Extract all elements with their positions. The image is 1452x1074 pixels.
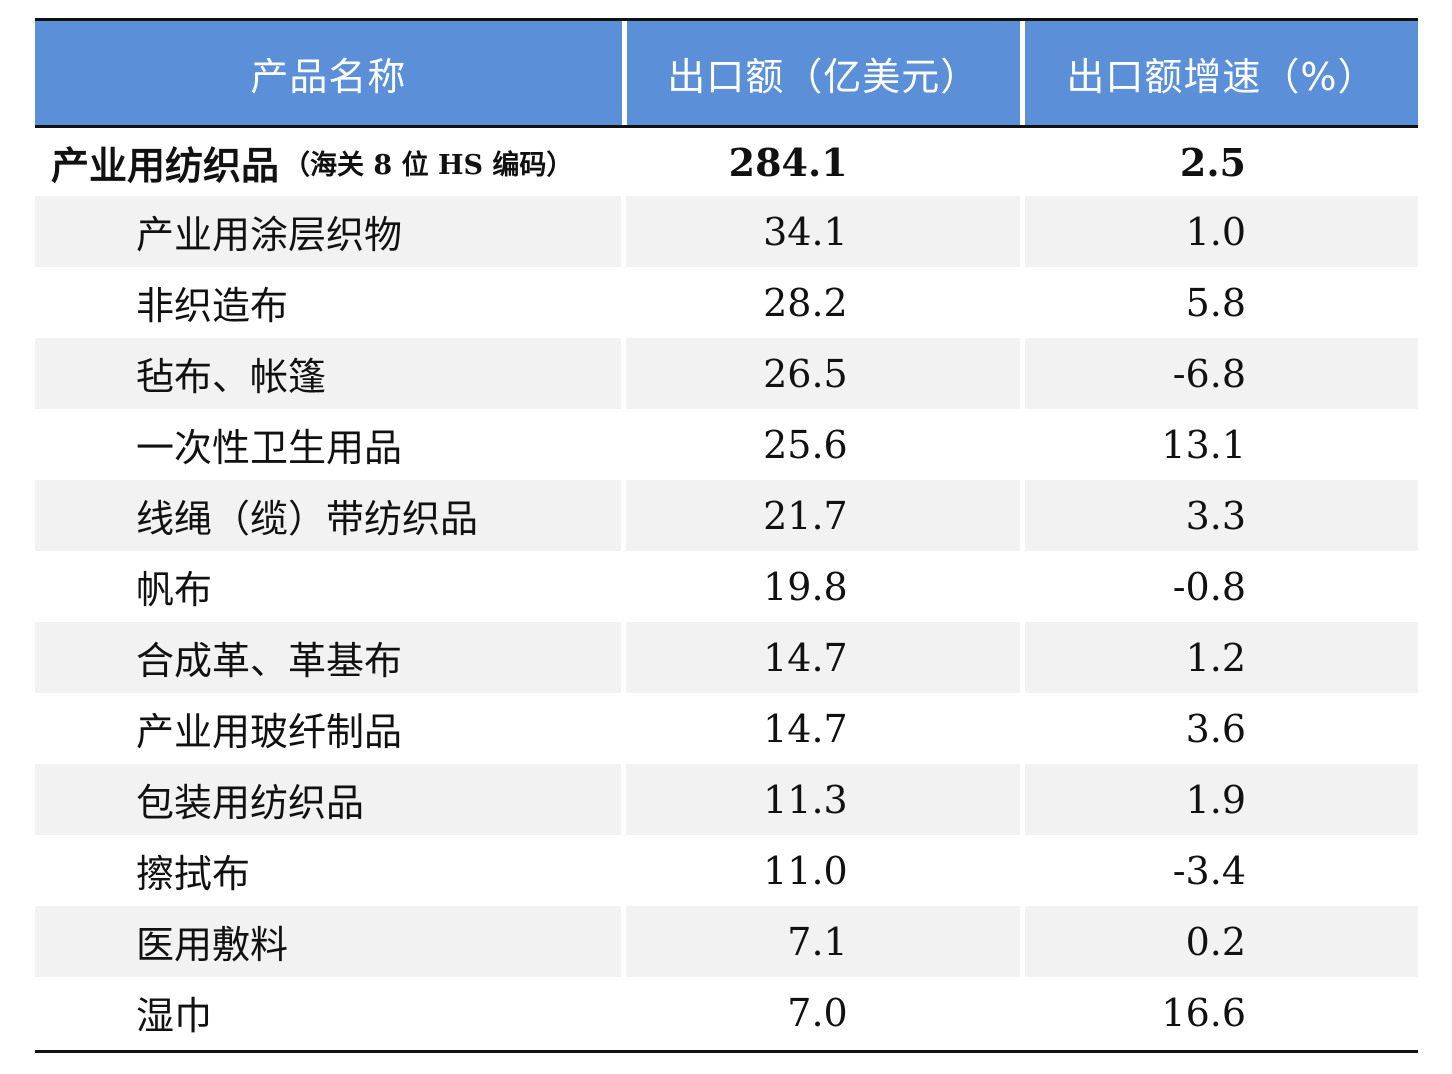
export-growth-cell: 3.3	[1024, 480, 1418, 551]
total-name-cell: 产业用纺织品 （海关 8 位 HS 编码）	[35, 128, 621, 196]
export-growth-cell: -0.8	[1172, 564, 1246, 609]
export-value-cell: 11.0	[763, 848, 848, 893]
product-name-cell: 湿巾	[136, 994, 213, 1038]
table-row: 线绳（缆）带纺织品 21.7 3.3	[35, 480, 1418, 551]
table-row: 湿巾 7.0 16.6	[35, 977, 1418, 1048]
table-row: 一次性卫生用品 25.6 13.1	[35, 409, 1418, 480]
product-name-cell: 医用敷料	[35, 906, 622, 977]
export-value-cell: 19.8	[763, 564, 848, 609]
product-name-cell: 非织造布	[136, 284, 289, 328]
product-name-cell: 擦拭布	[136, 852, 251, 896]
export-value-cell: 21.7	[626, 480, 1020, 551]
export-growth-cell: 16.6	[1161, 990, 1246, 1035]
export-value-cell: 7.0	[787, 990, 848, 1035]
export-growth-cell: 1.9	[1024, 764, 1418, 835]
export-growth-cell: -6.8	[1024, 338, 1418, 409]
table-row: 毡布、帐篷 26.5 -6.8	[35, 338, 1418, 409]
table-row: 擦拭布 11.0 -3.4	[35, 835, 1418, 906]
total-growth: 2.5	[1179, 139, 1246, 185]
table-row: 非织造布 28.2 5.8	[35, 267, 1418, 338]
export-value-cell: 34.1	[626, 196, 1020, 267]
header-product-name: 产品名称	[35, 21, 622, 125]
table-row: 包装用纺织品 11.3 1.9	[35, 764, 1418, 835]
total-value: 284.1	[728, 139, 848, 185]
export-growth-cell: 5.8	[1185, 280, 1246, 325]
table-row: 帆布 19.8 -0.8	[35, 551, 1418, 622]
table-row: 医用敷料 7.1 0.2	[35, 906, 1418, 977]
table-row: 产业用涂层织物 34.1 1.0	[35, 196, 1418, 267]
export-growth-cell: 1.2	[1024, 622, 1418, 693]
export-value-cell: 7.1	[626, 906, 1020, 977]
product-name-cell: 毡布、帐篷	[35, 338, 622, 409]
export-value-cell: 14.7	[763, 706, 848, 751]
export-value-cell: 11.3	[626, 764, 1020, 835]
header-export-growth: 出口额增速（%）	[1024, 21, 1418, 125]
export-growth-cell: 13.1	[1161, 422, 1246, 467]
export-value-cell: 26.5	[626, 338, 1020, 409]
table-row: 产业用玻纤制品 14.7 3.6	[35, 693, 1418, 764]
export-growth-cell: -3.4	[1172, 848, 1246, 893]
export-value-cell: 14.7	[626, 622, 1020, 693]
product-name-cell: 包装用纺织品	[35, 764, 622, 835]
export-table: 产品名称 出口额（亿美元） 出口额增速（%） 产业用纺织品 （海关 8 位 HS…	[35, 18, 1418, 1053]
product-name-cell: 线绳（缆）带纺织品	[35, 480, 622, 551]
total-name: 产业用纺织品	[51, 142, 280, 188]
product-name-cell: 帆布	[136, 568, 213, 612]
table-row-total: 产业用纺织品 （海关 8 位 HS 编码） 284.1 2.5	[35, 128, 1418, 196]
header-export-value: 出口额（亿美元）	[626, 21, 1020, 125]
export-value-cell: 28.2	[763, 280, 848, 325]
table-row: 合成革、革基布 14.7 1.2	[35, 622, 1418, 693]
product-name-cell: 一次性卫生用品	[136, 426, 403, 470]
product-name-cell: 产业用玻纤制品	[136, 710, 403, 754]
product-name-cell: 产业用涂层织物	[35, 196, 622, 267]
export-growth-cell: 1.0	[1024, 196, 1418, 267]
export-growth-cell: 3.6	[1185, 706, 1246, 751]
bottom-rule	[35, 1050, 1418, 1053]
export-value-cell: 25.6	[763, 422, 848, 467]
total-note: （海关 8 位 HS 编码）	[283, 149, 574, 181]
product-name-cell: 合成革、革基布	[35, 622, 622, 693]
table-header: 产品名称 出口额（亿美元） 出口额增速（%）	[35, 18, 1418, 128]
export-growth-cell: 0.2	[1024, 906, 1418, 977]
table-body: 产业用涂层织物 34.1 1.0 非织造布 28.2 5.8 毡布、帐篷 26.5 -6.8 一次…	[35, 196, 1418, 1048]
